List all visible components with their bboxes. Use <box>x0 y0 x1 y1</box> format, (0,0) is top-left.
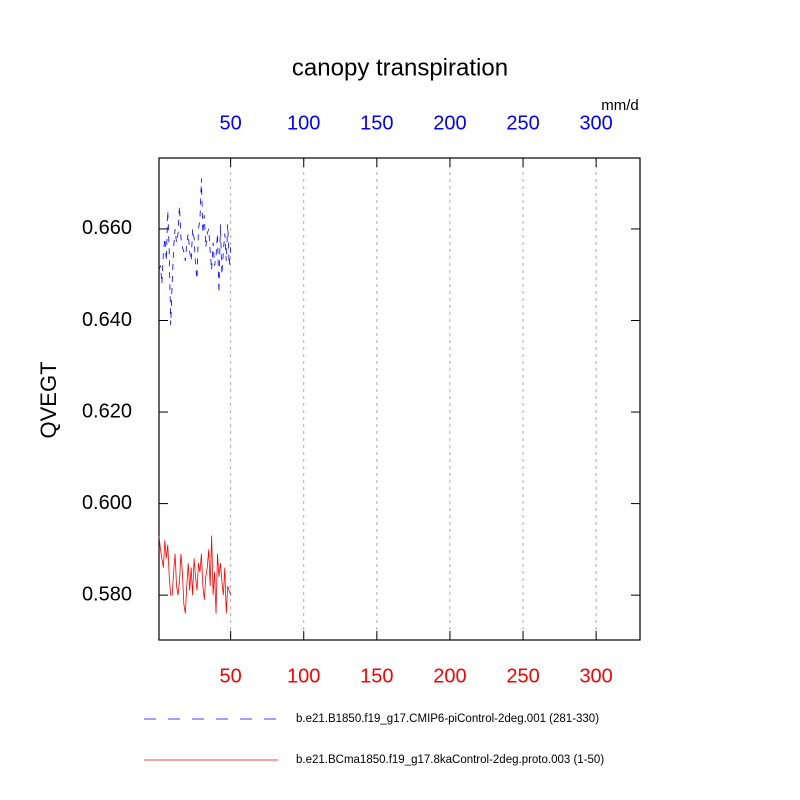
chart-title: canopy transpiration <box>292 54 508 81</box>
legend-label: b.e21.BCma1850.f19_g17.8kaControl-2deg.p… <box>296 754 604 766</box>
y-tick-label: 0.640 <box>82 309 132 331</box>
y-tick-label: 0.620 <box>82 400 132 422</box>
legend-label: b.e21.B1850.f19_g17.CMIP6-piControl-2deg… <box>296 713 599 725</box>
x2-tick-label: 300 <box>579 112 612 134</box>
x-tick-label: 50 <box>220 665 242 687</box>
y-tick-label: 0.600 <box>82 492 132 514</box>
y-axis-label: QVEGT <box>36 361 61 438</box>
x-tick-label: 300 <box>579 665 612 687</box>
x-tick-label: 150 <box>360 665 393 687</box>
y-tick-label: 0.580 <box>82 583 132 605</box>
series-line <box>158 178 232 326</box>
x2-tick-label: 50 <box>220 112 242 134</box>
series-line <box>158 535 232 614</box>
x2-tick-label: 100 <box>287 112 320 134</box>
x-tick-label: 100 <box>287 665 320 687</box>
x-tick-label: 250 <box>506 665 539 687</box>
y-tick-label: 0.660 <box>82 217 132 239</box>
units-label: mm/d <box>601 97 639 114</box>
x-tick-label: 200 <box>433 665 466 687</box>
plot-frame <box>158 157 641 641</box>
x2-tick-label: 150 <box>360 112 393 134</box>
x2-tick-label: 200 <box>433 112 466 134</box>
x2-tick-label: 250 <box>506 112 539 134</box>
